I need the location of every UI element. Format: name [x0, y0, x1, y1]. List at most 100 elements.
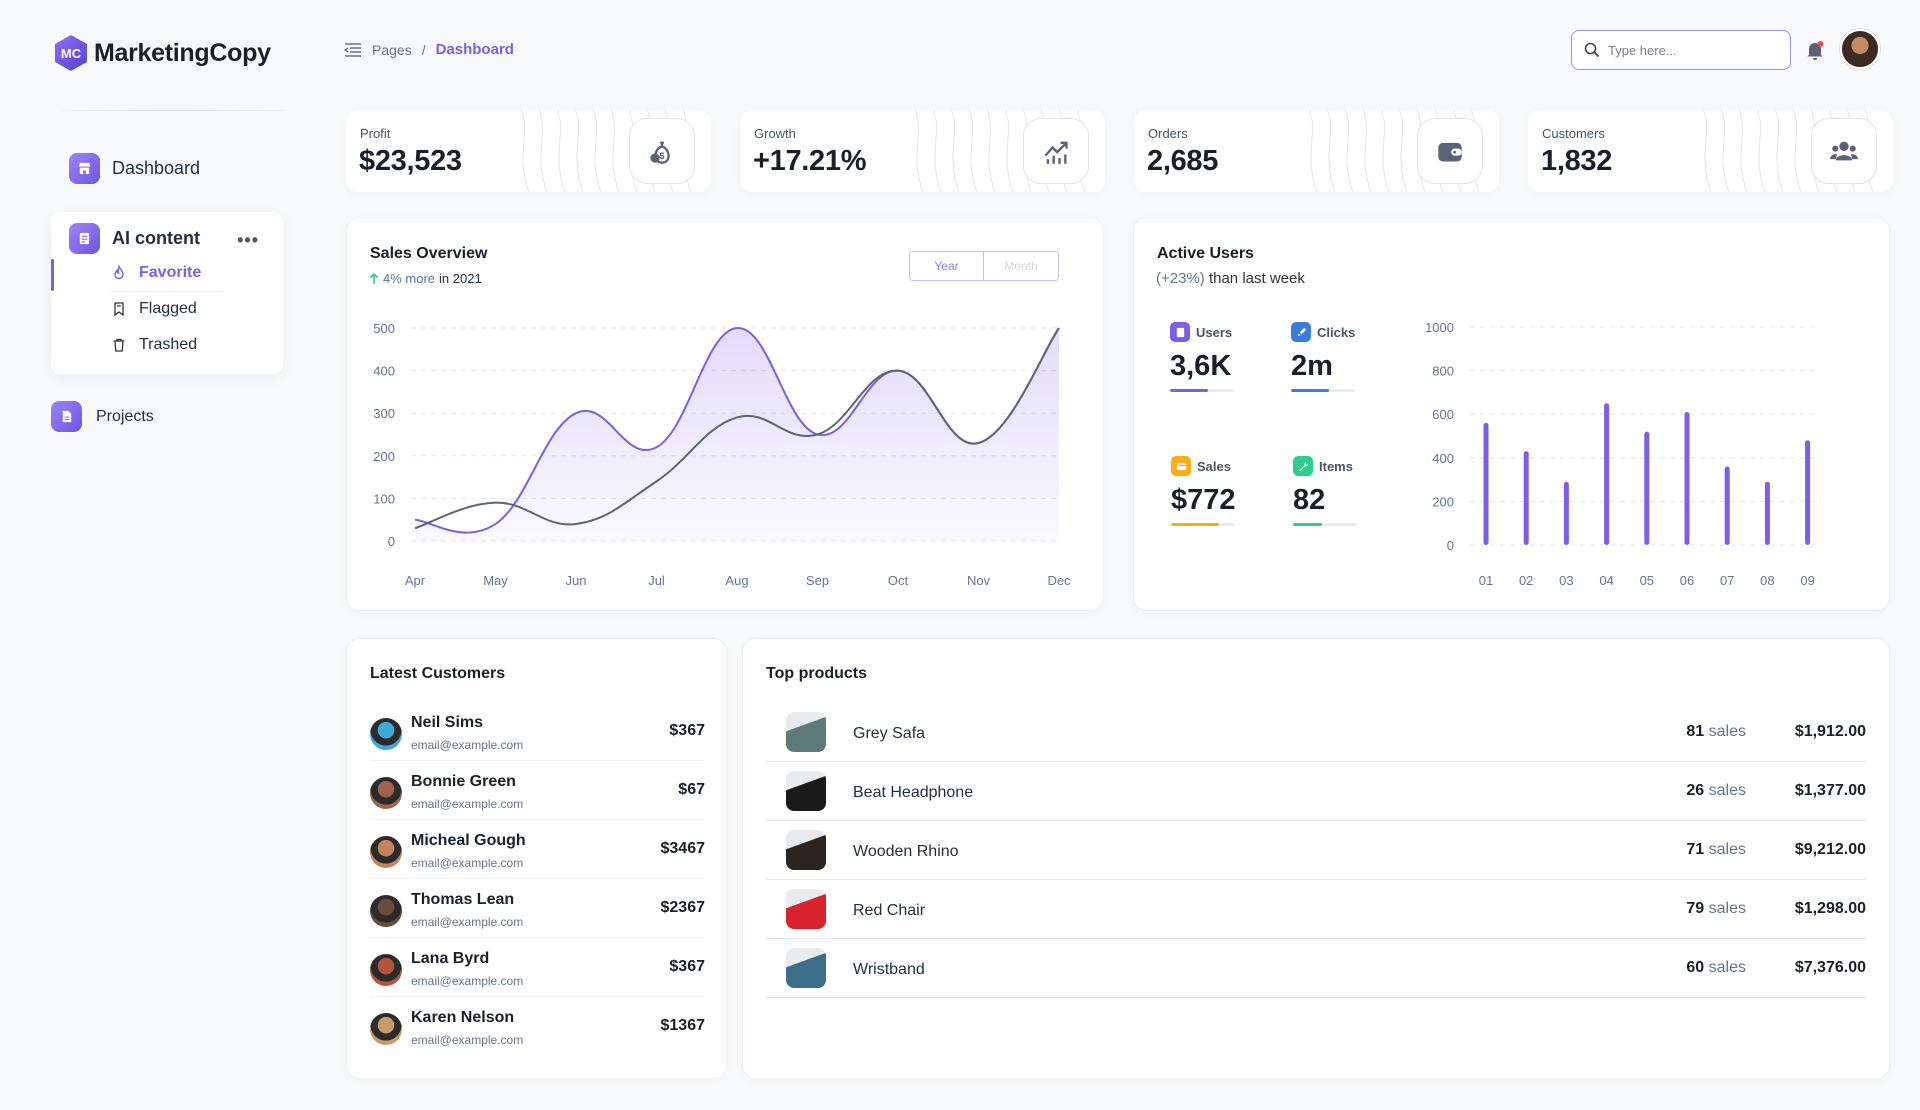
- x-tick-label: 03: [1559, 573, 1573, 588]
- metric-progress-fill: [1291, 389, 1330, 392]
- active-users-card: Active Users (+23%) than last week Users…: [1133, 217, 1890, 611]
- x-tick-label: Jul: [648, 573, 665, 588]
- stat-label: Orders: [1148, 126, 1188, 141]
- product-sales-unit: sales: [1704, 959, 1746, 976]
- breadcrumb-root[interactable]: Pages: [372, 41, 412, 58]
- product-sales: 60 sales: [1636, 959, 1746, 977]
- product-row[interactable]: Red Chair 79 sales $1,298.00: [766, 880, 1866, 939]
- product-sales-count: 81: [1686, 723, 1705, 740]
- customer-email: email@example.com: [411, 856, 524, 870]
- sidebar-item-projects[interactable]: Projects: [51, 401, 154, 432]
- file-icon: [51, 401, 82, 432]
- customer-name: Micheal Gough: [411, 832, 526, 849]
- series-area-0: [415, 327, 1059, 541]
- customer-row[interactable]: Lana Byrd email@example.com $367: [370, 938, 705, 997]
- product-sales-unit: sales: [1704, 782, 1746, 799]
- y-tick-label: 200: [373, 449, 395, 464]
- sidebar-item-ai-content[interactable]: AI content: [69, 223, 200, 254]
- series-line-1: [414, 327, 1060, 530]
- more-options-button[interactable]: •••: [237, 230, 259, 250]
- x-tick-label: 02: [1519, 573, 1533, 588]
- sidebar-item-label: Projects: [96, 407, 154, 425]
- product-row[interactable]: Grey Safa 81 sales $1,912.00: [766, 703, 1866, 762]
- product-sales-count: 71: [1686, 841, 1705, 858]
- customer-row[interactable]: Micheal Gough email@example.com $3467: [370, 820, 705, 879]
- customer-amount: $367: [669, 722, 705, 739]
- customer-row[interactable]: Bonnie Green email@example.com $67: [370, 761, 705, 820]
- sales-overview-highlight: 4% more: [383, 271, 436, 286]
- product-thumbnail: [786, 948, 826, 988]
- hexagon-logo-icon: MC: [55, 35, 87, 71]
- stat-label: Growth: [754, 126, 796, 141]
- sales-overview-chart: 0 100 200 300 400 500 Apr May Jun Jul Aug Sep Oct Nov…: [373, 321, 1071, 588]
- y-tick-label: 800: [1432, 364, 1454, 379]
- product-sales-count: 26: [1686, 782, 1705, 799]
- arrow-up-icon: [369, 272, 379, 284]
- wrench-icon: [1293, 456, 1313, 476]
- customer-row[interactable]: Karen Nelson email@example.com $1367: [370, 997, 705, 1056]
- metric-label: Clicks: [1317, 324, 1356, 340]
- bar-06: [1684, 412, 1690, 545]
- user-avatar[interactable]: [1840, 29, 1880, 69]
- active-users-subtitle: (+23%) than last week: [1156, 270, 1305, 287]
- x-tick-label: Dec: [1047, 573, 1071, 588]
- product-row[interactable]: Beat Headphone 26 sales $1,377.00: [766, 762, 1866, 821]
- toggle-year[interactable]: Year: [910, 252, 984, 280]
- product-sales: 71 sales: [1636, 841, 1746, 859]
- menu-collapse-icon[interactable]: [344, 42, 362, 57]
- product-price: $1,912.00: [1794, 723, 1866, 740]
- customer-row[interactable]: Thomas Lean email@example.com $2367: [370, 879, 705, 938]
- search-input[interactable]: [1608, 42, 1778, 58]
- customer-email: email@example.com: [411, 974, 524, 988]
- product-name: Wooden Rhino: [853, 843, 959, 860]
- x-tick-label: Oct: [888, 573, 909, 588]
- stat-card-customers: Customers 1,832: [1528, 110, 1893, 192]
- stat-value: 1,832: [1541, 145, 1613, 177]
- metric-clicks: Clicks 2m: [1291, 322, 1381, 392]
- search-box[interactable]: [1571, 30, 1791, 70]
- toggle-month[interactable]: Month: [984, 252, 1058, 280]
- y-tick-label: 0: [1447, 538, 1454, 553]
- product-name: Red Chair: [853, 902, 926, 919]
- customer-email: email@example.com: [411, 797, 524, 811]
- metric-value: 82: [1293, 484, 1326, 516]
- y-tick-label: 1000: [1425, 320, 1454, 335]
- sidebar-subitem-flagged[interactable]: Flagged: [111, 300, 197, 318]
- product-row[interactable]: Wooden Rhino 71 sales $9,212.00: [766, 821, 1866, 880]
- customer-avatar: [370, 777, 402, 809]
- metric-value: 2m: [1291, 350, 1333, 382]
- subitem-divider: [111, 291, 223, 292]
- y-tick-label: 300: [373, 406, 395, 421]
- sidebar-subitem-trashed[interactable]: Trashed: [111, 336, 197, 354]
- logo-text: MarketingCopy: [94, 38, 271, 67]
- app-logo[interactable]: MC MarketingCopy: [54, 34, 271, 72]
- y-tick-label: 600: [1432, 407, 1454, 422]
- bell-icon[interactable]: [1805, 40, 1825, 62]
- customer-row[interactable]: Neil Sims email@example.com $367: [370, 702, 705, 761]
- stat-label: Customers: [1542, 126, 1605, 141]
- y-tick-label: 0: [388, 534, 395, 549]
- metric-label: Items: [1319, 458, 1353, 474]
- product-thumbnail: [786, 889, 826, 929]
- stat-value: $23,523: [359, 145, 462, 177]
- product-name: Wristband: [853, 961, 925, 978]
- sidebar-item-label: Dashboard: [112, 158, 201, 178]
- document-icon: [69, 223, 100, 254]
- customer-amount: $67: [678, 781, 705, 798]
- sidebar-divider: [62, 110, 284, 111]
- customer-name: Thomas Lean: [411, 891, 515, 908]
- product-row[interactable]: Wristband 60 sales $7,376.00: [766, 939, 1866, 998]
- bookmark-icon: [114, 302, 124, 317]
- product-price: $7,376.00: [1794, 959, 1866, 976]
- sidebar-item-dashboard[interactable]: Dashboard: [69, 153, 200, 184]
- period-toggle[interactable]: Year Month: [909, 251, 1059, 281]
- stat-value: 2,685: [1147, 145, 1219, 177]
- x-tick-label: 08: [1760, 573, 1774, 588]
- sidebar-subitem-favorite[interactable]: Favorite: [111, 264, 201, 282]
- x-tick-label: 07: [1720, 573, 1734, 588]
- customer-name: Bonnie Green: [411, 773, 516, 790]
- bar-05: [1644, 431, 1650, 545]
- metric-head: Items: [1293, 456, 1383, 476]
- customer-avatar: [370, 954, 402, 986]
- x-tick-label: 04: [1599, 573, 1613, 588]
